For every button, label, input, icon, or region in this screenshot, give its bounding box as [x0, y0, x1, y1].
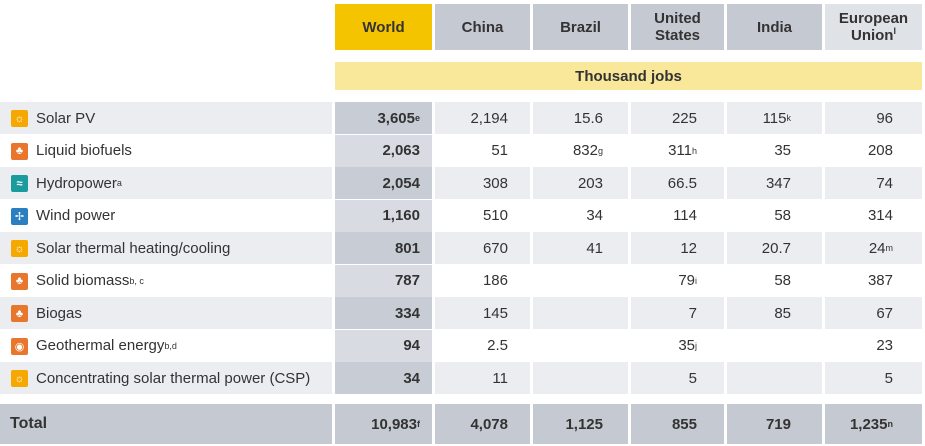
- row-label: Concentrating solar thermal power (CSP): [36, 369, 311, 387]
- cell-brazil: 15.6: [573, 109, 603, 127]
- cell-world: 94: [403, 337, 420, 354]
- cell-eu: 74: [876, 174, 893, 192]
- total-world: 10,983 f: [371, 415, 420, 433]
- sun-icon: ☼: [11, 110, 28, 127]
- cell-india: 35: [774, 142, 791, 159]
- row-label: Solar PV: [36, 109, 96, 127]
- total-india: 719: [765, 415, 791, 433]
- table-row: ♣ Solid biomass b, c 787 186 79 i 58 387: [0, 264, 925, 297]
- leaf-icon: ♣: [11, 142, 28, 160]
- cell-brazil: [533, 330, 603, 362]
- cell-china: 670: [482, 239, 508, 257]
- total-brazil: 1,125: [565, 415, 603, 433]
- cell-india: 20.7: [761, 239, 791, 257]
- cell-brazil: [533, 265, 603, 297]
- row-label: Wind power: [36, 207, 116, 224]
- leaf-icon: ♣: [11, 305, 28, 322]
- water-wave-icon: ≈: [11, 175, 28, 192]
- cell-india: 115 k: [762, 109, 791, 127]
- cell-china: 186: [482, 272, 508, 289]
- total-label: Total: [10, 415, 48, 432]
- cell-india: 85: [774, 304, 791, 322]
- cell-brazil: 41: [586, 239, 603, 257]
- cell-us: 114: [673, 207, 697, 224]
- table-row: ♣ Biogas 334 145 7 85 67: [0, 297, 925, 329]
- cell-china: 11: [492, 369, 508, 387]
- table-row: ≈ Hydropower a 2,054 308 203 66.5 347 74: [0, 167, 925, 199]
- table-row: ✢ Wind power 1,160 510 34 114 58 314: [0, 199, 925, 232]
- cell-world: 334: [394, 304, 420, 322]
- table-row: ◉ Geothermal energy b,d 94 2.5 35 j 23: [0, 329, 925, 362]
- table-row: ☼ Solar thermal heating/cooling 801 670 41 12…: [0, 232, 925, 264]
- cell-eu: 314: [867, 207, 893, 224]
- cell-eu: 208: [867, 142, 893, 159]
- cell-us: 311 h: [668, 142, 697, 159]
- table-row: ☼ Concentrating solar thermal power (CSP)…: [0, 362, 925, 394]
- row-label: Solar thermal heating/cooling: [36, 239, 231, 257]
- cell-world: 1,160: [382, 207, 420, 224]
- sun-icon: ☼: [11, 370, 28, 387]
- cell-world: 34: [403, 369, 420, 387]
- table-row: ♣ Liquid biofuels 2,063 51 832 g 311 h 35 208: [0, 134, 925, 167]
- cell-brazil: [533, 297, 603, 329]
- cell-eu: 24 m: [868, 239, 893, 257]
- cell-eu: 387: [867, 272, 893, 289]
- cell-us: 79 i: [678, 272, 697, 289]
- cell-india: [727, 362, 791, 394]
- table-row: ☼ Solar PV 3,605 e 2,194 15.6 225 115 k 96: [0, 102, 925, 134]
- row-label: Liquid biofuels: [36, 142, 132, 159]
- column-header-brazil: Brazil: [533, 4, 628, 50]
- cell-world: 787: [394, 272, 420, 289]
- cell-world: 3,605 e: [377, 109, 420, 127]
- cell-us: 7: [688, 304, 697, 322]
- row-label: Solid biomass b, c: [36, 272, 144, 289]
- units-label: Thousand jobs: [335, 62, 922, 90]
- column-header-european-union: European Unionl: [825, 4, 922, 50]
- geothermal-icon: ◉: [11, 337, 28, 355]
- row-label: Hydropower a: [36, 174, 122, 192]
- cell-china: 145: [482, 304, 508, 322]
- cell-india: [727, 330, 791, 362]
- total-united-states: 855: [671, 415, 697, 433]
- cell-india: 347: [765, 174, 791, 192]
- column-header-china: China: [435, 4, 530, 50]
- cell-china: 308: [482, 174, 508, 192]
- cell-us: 5: [688, 369, 697, 387]
- cell-us: 225: [671, 109, 697, 127]
- cell-world: 2,054: [382, 174, 420, 192]
- cell-eu: 96: [876, 109, 893, 127]
- cell-eu: 23: [876, 337, 893, 354]
- cell-brazil: 34: [586, 207, 603, 224]
- row-label: Biogas: [36, 304, 82, 322]
- total-row: Total 10,983 f 4,078 1,125 855 719 1,235 n: [0, 404, 925, 444]
- total-european-union: 1,235 n: [849, 415, 893, 433]
- total-china: 4,078: [470, 415, 508, 433]
- cell-brazil: [533, 362, 603, 394]
- cell-brazil: 203: [577, 174, 603, 192]
- cell-india: 58: [774, 272, 791, 289]
- cell-india: 58: [774, 207, 791, 224]
- leaf-icon: ♣: [11, 272, 28, 290]
- cell-china: 51: [491, 142, 508, 159]
- cell-us: 12: [680, 239, 697, 257]
- column-header-india: India: [727, 4, 822, 50]
- cell-china: 510: [482, 207, 508, 224]
- cell-china: 2.5: [487, 337, 508, 354]
- cell-us: 66.5: [667, 174, 697, 192]
- cell-world: 801: [394, 239, 420, 257]
- wind-turbine-icon: ✢: [11, 207, 28, 225]
- cell-eu: 67: [876, 304, 893, 322]
- cell-china: 2,194: [470, 109, 508, 127]
- cell-world: 2,063: [382, 142, 420, 159]
- cell-eu: 5: [884, 369, 893, 387]
- cell-us: 35 j: [678, 337, 697, 354]
- column-header-united-states: United States: [631, 4, 724, 50]
- cell-brazil: 832 g: [572, 142, 603, 159]
- column-header-world: World: [335, 4, 432, 50]
- row-label: Geothermal energy b,d: [36, 337, 177, 354]
- sun-icon: ☼: [11, 240, 28, 257]
